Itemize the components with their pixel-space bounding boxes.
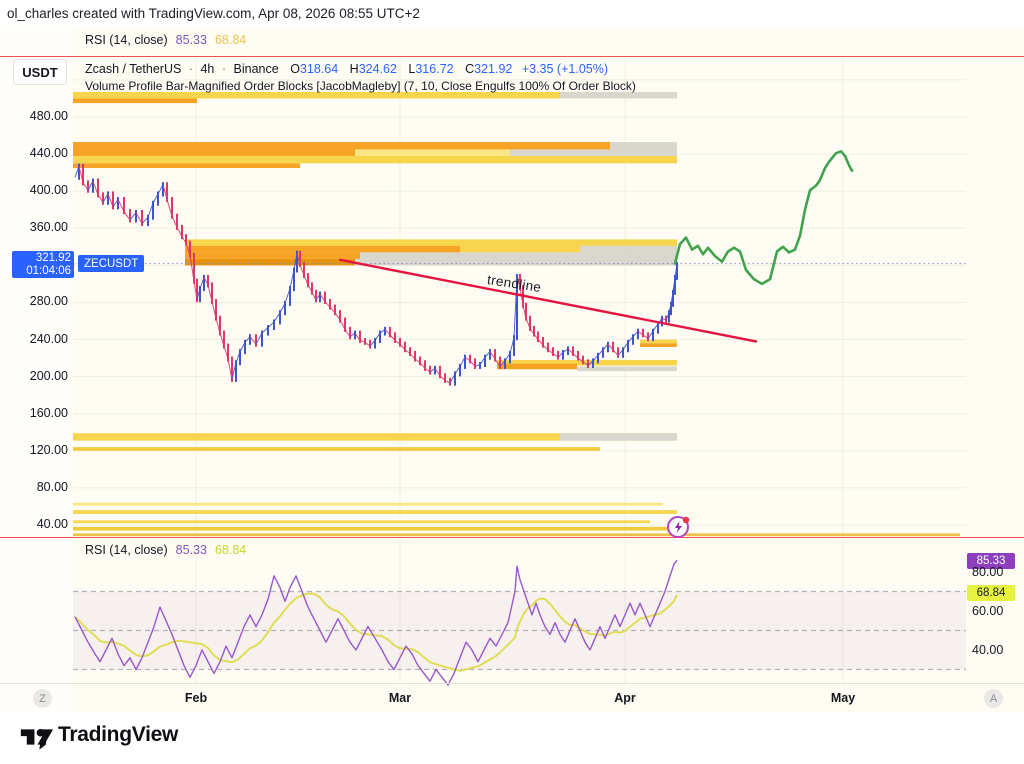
price-axis-label: 360.00 [29,220,68,235]
timezone-hint-chip[interactable]: Z [33,689,52,708]
price-axis-label: 40.00 [36,517,68,531]
rsi-top-label: RSI (14, close) [85,33,168,47]
bar-countdown: 01:04:06 [26,265,71,277]
footer: TradingView [0,712,1024,764]
rsi-label: RSI (14, close) [85,543,168,557]
rsi-ma-value: 68.84 [214,543,247,557]
price-axis-label: 400.00 [29,183,68,198]
rsi-pane-header[interactable]: RSI (14, close) 85.33 68.84 [85,543,246,557]
month-label-apr: Apr [614,691,636,705]
price-axis-label: 120.00 [29,442,68,457]
tradingview-logo-icon [20,729,54,750]
rsi-top-value: 85.33 [175,33,207,47]
current-price-value: 321.92 [35,252,71,264]
symbol-header[interactable]: Zcash / TetherUS · 4h · Binance O318.64 … [85,62,608,76]
price-axis-label: 200.00 [29,368,68,383]
price-axis-label: 440.00 [29,146,68,161]
symbol-price-label: ZECUSDT [78,255,145,272]
rsi-axis-label: 60.00 [972,604,1004,618]
month-label-mar: Mar [388,691,412,705]
price-axis-label: 240.00 [29,331,68,346]
rsi-axis-label: 40.00 [972,643,1004,657]
rsi-ma-badge: 68.84 [967,585,1015,601]
low-value: 316.72 [415,62,454,76]
price-axis-label: 480.00 [29,109,68,123]
price-axis-label: 280.00 [29,294,68,309]
close-label: C [465,62,475,76]
attribution-text: ol_charles created with TradingView.com,… [7,6,420,21]
price-axis-label: 80.00 [36,479,68,494]
price-axis-label: 160.00 [29,405,68,420]
rsi-axis-label: 80.00 [972,565,1004,579]
pane-separator[interactable] [0,56,1024,57]
symbol-name: Zcash / TetherUS [85,62,182,76]
month-label-feb: Feb [184,691,208,705]
current-price-badge: 321.92 01:04:06 [12,251,74,278]
exchange-label: Binance [233,62,279,76]
currency-unit-label[interactable]: USDT [13,59,67,85]
indicator-header[interactable]: Volume Profile Bar-Magnified Order Block… [85,79,636,93]
flash-idea-icon[interactable] [665,513,693,541]
rsi-top-ma-value: 68.84 [214,33,247,47]
separator-dot: · [188,62,193,76]
rsi-collapsed-pane[interactable]: RSI (14, close) 85.33 68.84 [85,33,246,47]
interval-label: 4h [200,62,215,76]
separator-dot: · [221,62,227,76]
open-label: O [290,62,300,76]
price-scale-background [0,28,73,712]
time-axis[interactable]: Z A Feb Mar Apr May [0,683,1024,713]
rsi-value: 85.33 [175,543,207,557]
tradingview-wordmark[interactable]: TradingView [58,723,179,746]
axis-settings-chip[interactable]: A [984,689,1003,708]
high-value: 324.62 [358,62,397,76]
price-scale[interactable]: 480.00 440.00 400.00 360.00 280.00 240.00 200.… [0,57,68,537]
rsi-current-badge: 85.33 [967,553,1015,569]
low-label: L [408,62,416,76]
high-label: H [349,62,359,76]
month-label-may: May [830,691,856,705]
rsi-scale[interactable]: 85.33 68.84 80.00 60.00 40.00 [967,539,1018,683]
open-value: 318.64 [299,62,339,76]
change-value: +3.35 (+1.05%) [521,62,608,76]
pane-separator[interactable] [0,537,1024,538]
close-value: 321.92 [474,62,513,76]
